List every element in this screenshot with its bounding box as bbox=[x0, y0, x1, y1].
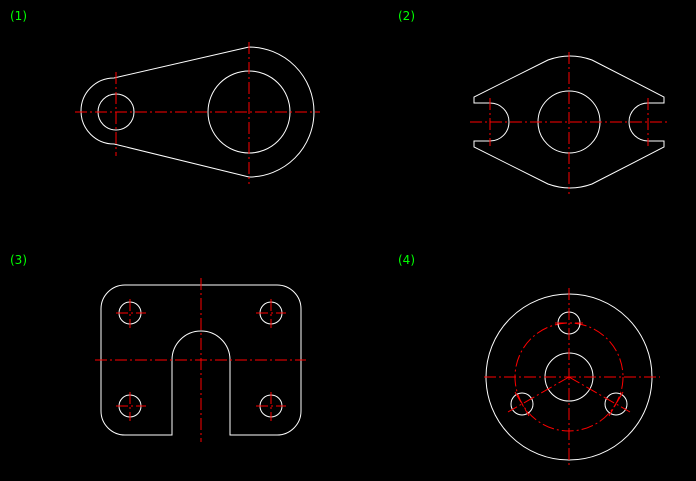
figure-1: (1) bbox=[10, 9, 320, 184]
figure-2-label: (2) bbox=[398, 9, 415, 23]
figure-2-outline bbox=[473, 55, 665, 189]
figure-4-radial-bottom-left bbox=[507, 376, 570, 413]
figure-4-hole-bl-cross bbox=[514, 391, 530, 417]
figure-3-label: (3) bbox=[10, 253, 27, 267]
figure-4-hole-bottom-left bbox=[510, 392, 534, 416]
figure-1-outline bbox=[80, 46, 315, 178]
figure-4-label: (4) bbox=[398, 253, 415, 267]
figure-2: (2) bbox=[398, 9, 670, 194]
figure-3-outline bbox=[100, 284, 302, 436]
figure-1-label: (1) bbox=[10, 9, 27, 23]
figure-3: (3) bbox=[10, 253, 306, 442]
figure-4-hole-bottom-right bbox=[604, 392, 628, 416]
figure-4-hole-br-cross bbox=[608, 391, 624, 417]
figure-4-radial-bottom-right bbox=[568, 376, 631, 413]
figure-4: (4) bbox=[398, 253, 660, 466]
